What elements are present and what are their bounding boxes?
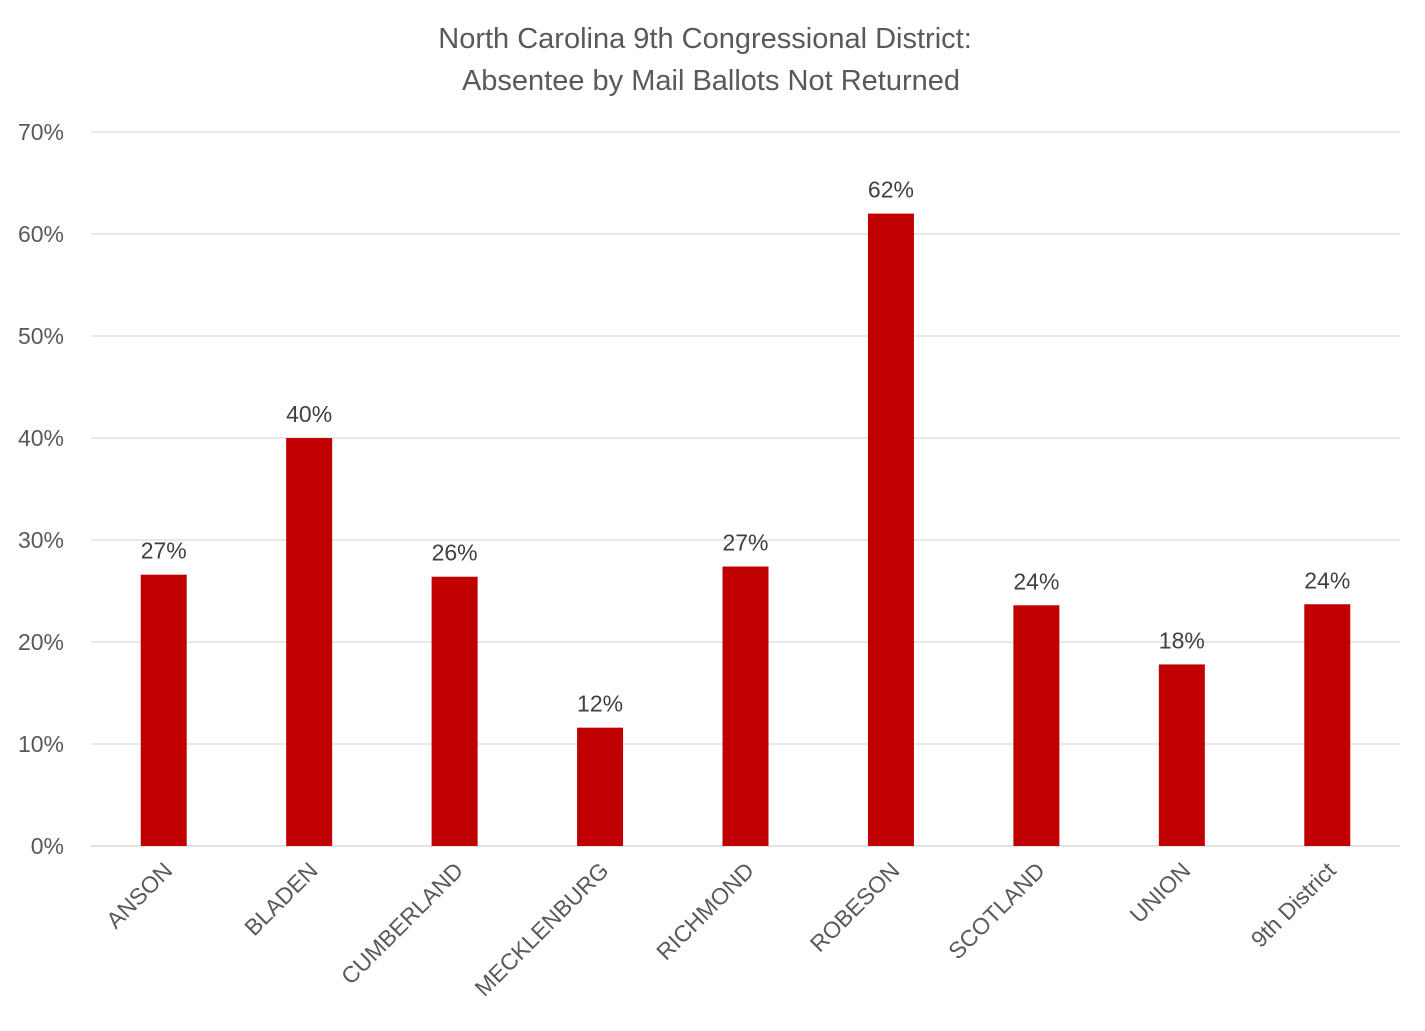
bars [140,213,1351,847]
bar [867,213,914,847]
data-labels: 27% 40% 26% 12% 27% 62% 24% 18% 24% [141,177,1351,717]
y-tick-label: 0% [31,833,64,859]
x-tick-label: 9th District [1246,857,1342,953]
data-label: 24% [1304,567,1350,593]
bar [286,438,333,846]
data-label: 18% [1159,627,1205,653]
x-tick-label: BLADEN [239,857,322,940]
data-label: 62% [868,177,914,203]
y-tick-label: 50% [18,323,64,349]
data-label: 27% [722,530,768,556]
y-tick-label: 10% [18,731,64,757]
x-tick-label: SCOTLAND [943,857,1050,964]
x-tick-label: ROBESON [805,857,905,957]
chart-subtitle: Absentee by Mail Ballots Not Returned [462,65,960,97]
data-label: 24% [1013,568,1059,594]
data-label: 40% [286,401,332,427]
bar [722,566,769,846]
x-tick-label: RICHMOND [651,857,759,965]
bar [1304,604,1351,846]
data-label: 12% [577,691,623,717]
data-label: 26% [432,540,478,566]
bar [431,576,478,846]
y-axis-ticks: 0% 10% 20% 30% 40% 50% 60% 70% [18,119,64,859]
x-tick-label: MECKLENBURG [470,857,614,1001]
x-tick-label: UNION [1125,857,1196,928]
bar [1013,605,1060,846]
y-tick-label: 20% [18,629,64,655]
chart-title: North Carolina 9th Congressional Distric… [438,23,972,55]
bar [577,727,624,846]
x-axis-ticks: ANSON BLADEN CUMBERLAND MECKLENBURG RICHMOND… [101,857,1341,1001]
y-tick-label: 40% [18,425,64,451]
x-tick-label: CUMBERLAND [336,857,468,989]
bar [1158,664,1205,846]
bar [140,574,187,846]
y-tick-label: 70% [18,119,64,145]
y-tick-label: 30% [18,527,64,553]
y-tick-label: 60% [18,221,64,247]
data-label: 27% [141,538,187,564]
x-tick-label: ANSON [101,857,177,933]
